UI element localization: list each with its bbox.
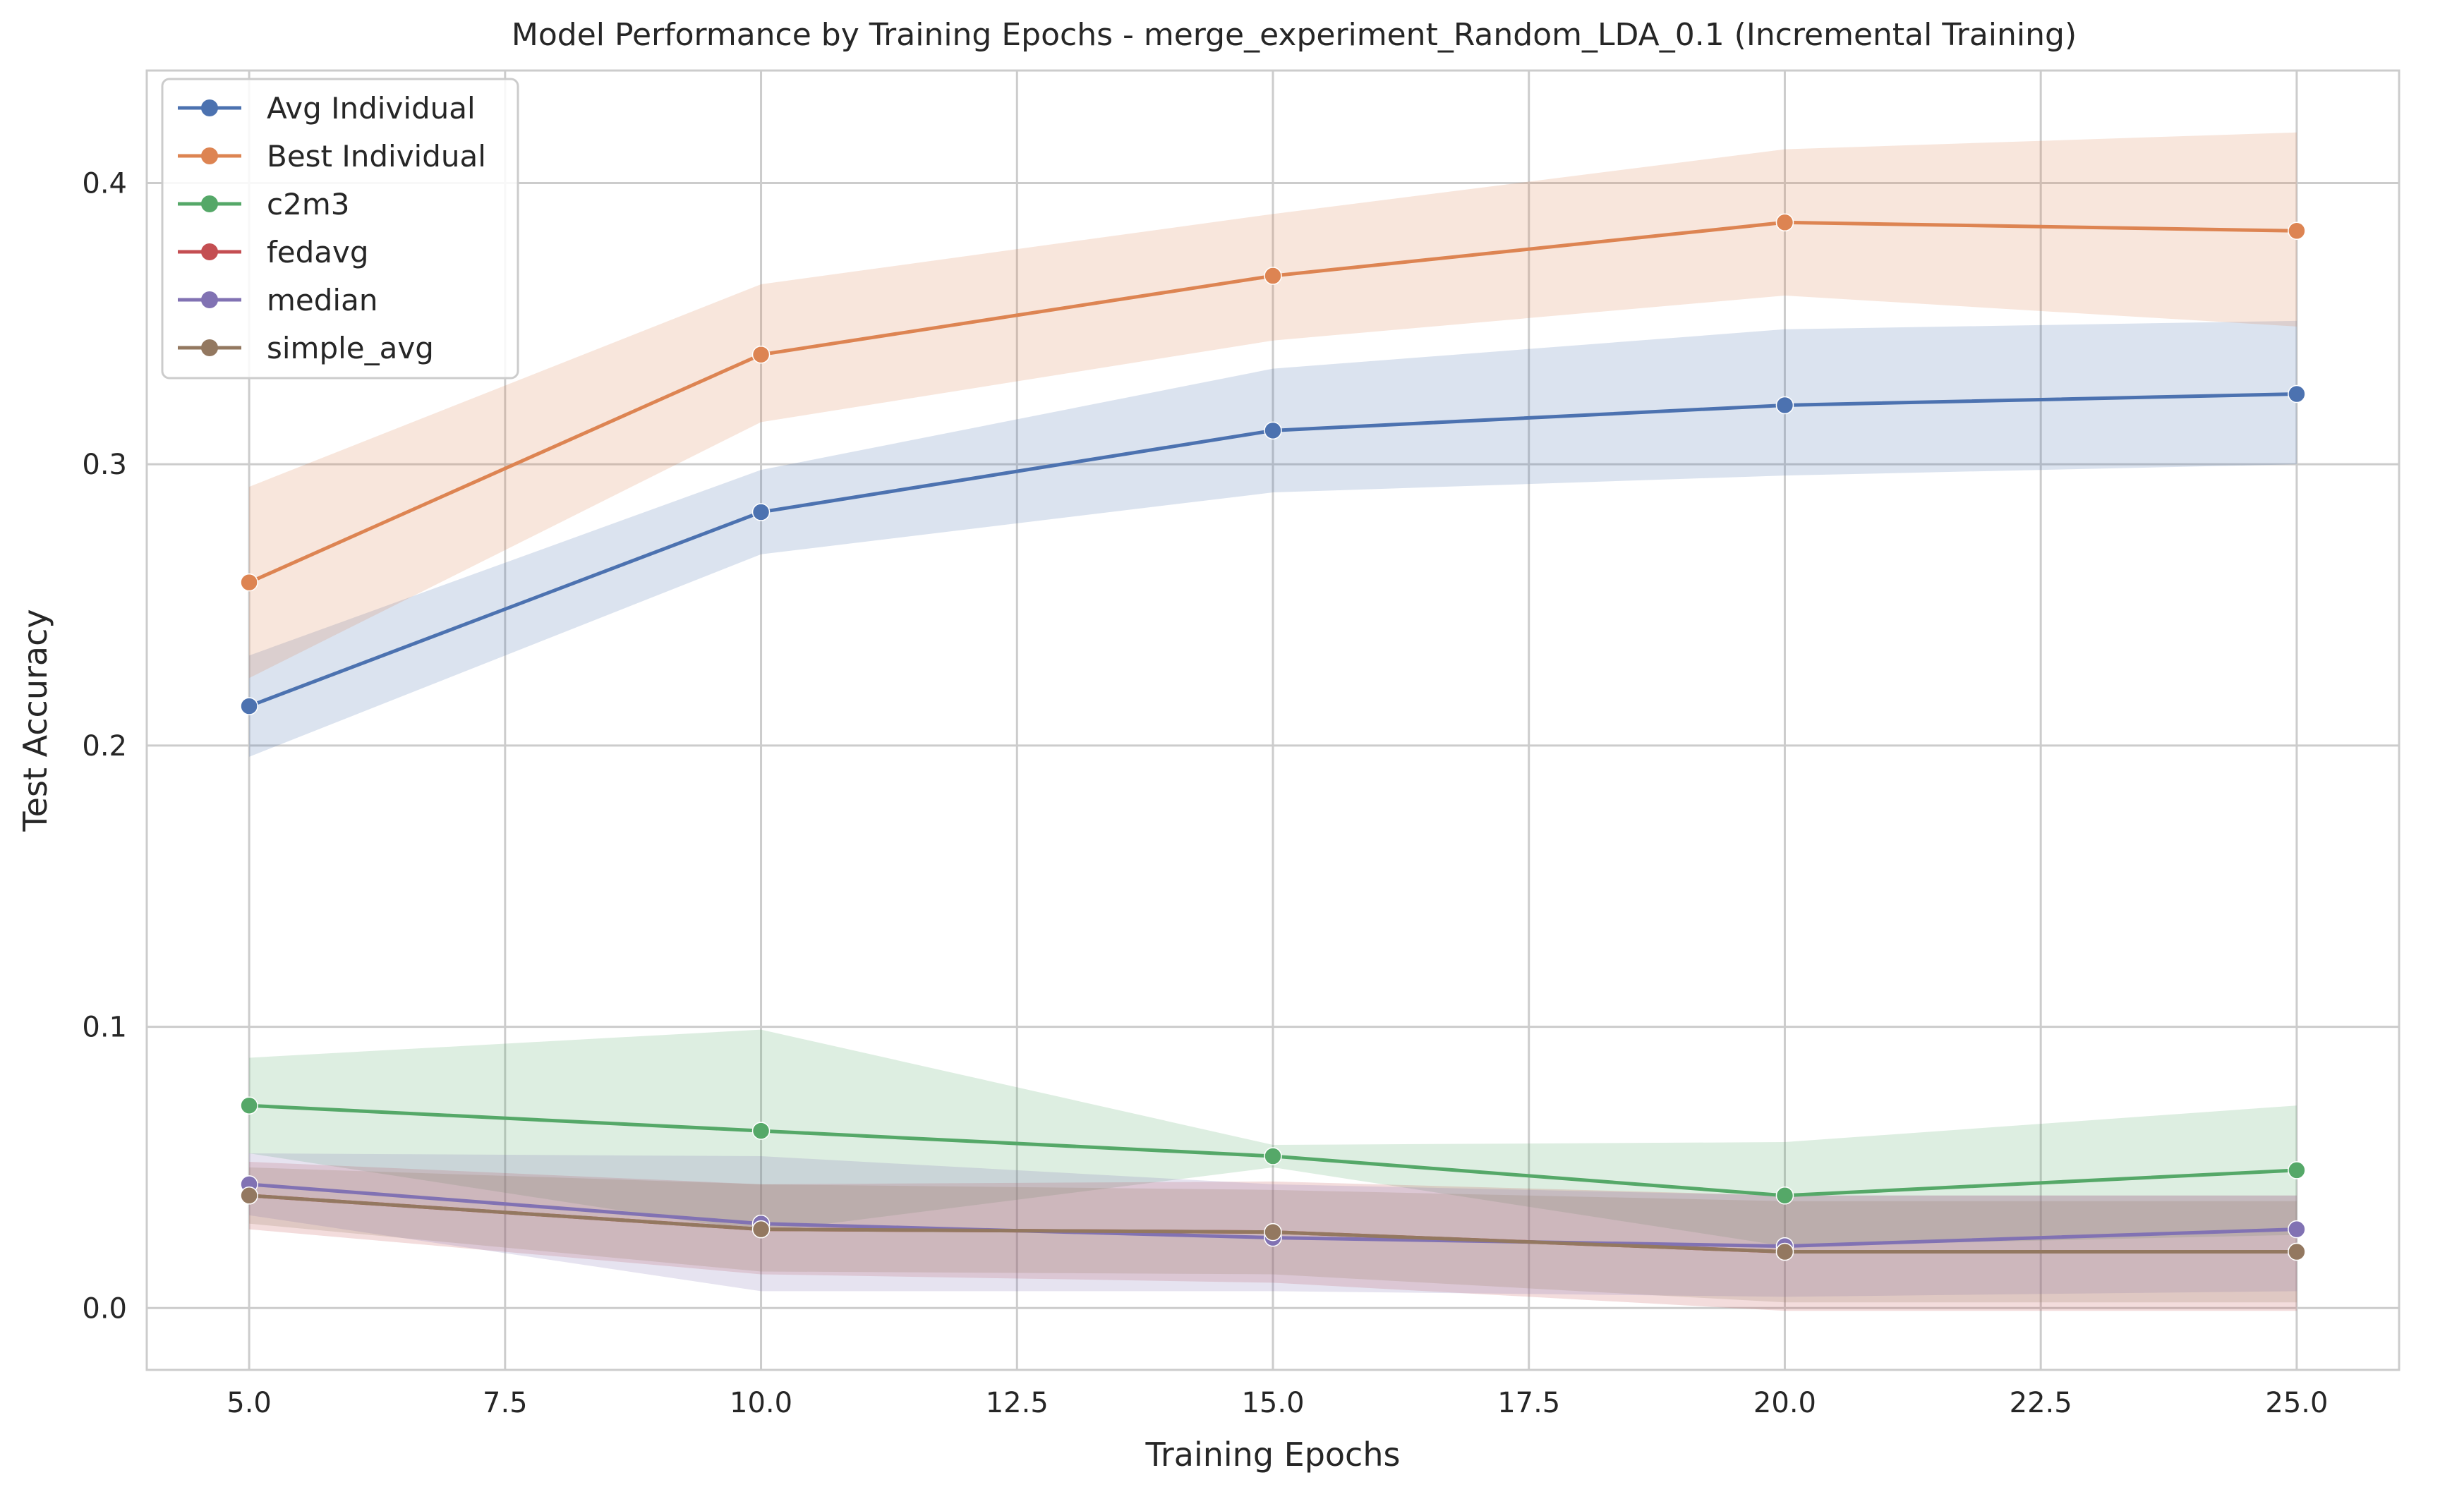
x-tick-label-8: 25.0 <box>2265 1387 2328 1419</box>
series-5-point-1 <box>751 1220 771 1239</box>
legend-swatch-marker-0 <box>201 99 218 116</box>
x-tick-label-4: 15.0 <box>1241 1387 1304 1419</box>
y-tick-label-4: 0.4 <box>82 167 127 200</box>
legend-swatch-marker-3 <box>201 243 218 260</box>
x-tick-label-6: 20.0 <box>1753 1387 1816 1419</box>
legend: Avg Individual Best Individual c2m3 fedavg m… <box>161 78 519 380</box>
x-axis-label: Training Epochs <box>1145 1436 1401 1474</box>
y-tick-label-0: 0.0 <box>82 1292 127 1325</box>
legend-swatch-marker-5 <box>201 339 218 356</box>
series-1-point-1 <box>751 345 771 364</box>
y-tick-label-1: 0.1 <box>82 1012 127 1044</box>
series-1-point-4 <box>2288 221 2306 241</box>
series-1 <box>240 213 2306 592</box>
legend-swatch-marker-1 <box>201 147 218 164</box>
legend-swatch-marker-2 <box>201 195 218 212</box>
legend-label-5: simple_avg <box>267 331 434 365</box>
series-5 <box>240 1187 2306 1261</box>
series-5-point-2 <box>1264 1222 1282 1242</box>
y-tick-label-2: 0.2 <box>82 730 127 763</box>
x-tick-label-1: 7.5 <box>483 1387 528 1419</box>
grid <box>147 71 2399 1370</box>
series-0-point-0 <box>240 697 258 715</box>
series-5-point-0 <box>240 1187 258 1205</box>
series-0-point-2 <box>1264 421 1282 440</box>
series-0-point-4 <box>2288 384 2306 403</box>
series-lines <box>240 213 2306 1261</box>
series-1-point-3 <box>1775 213 1794 232</box>
series-0-point-1 <box>751 503 771 521</box>
series-0 <box>240 384 2306 715</box>
legend-label-1: Best Individual <box>267 139 486 174</box>
x-tick-label-0: 5.0 <box>227 1387 272 1419</box>
legend-label-2: c2m3 <box>267 187 349 221</box>
legend-label-0: Avg Individual <box>267 91 476 126</box>
chart-title: Model Performance by Training Epochs - m… <box>512 17 2077 53</box>
series-2 <box>240 1096 2306 1205</box>
legend-label-4: median <box>267 283 378 317</box>
y-tick-label-3: 0.3 <box>82 449 127 481</box>
series-2-point-4 <box>2288 1161 2306 1179</box>
series-5-point-3 <box>1775 1242 1794 1261</box>
legend-entry-3: fedavg <box>178 235 369 269</box>
legend-entry-2: c2m3 <box>178 187 349 221</box>
legend-entry-5: simple_avg <box>178 331 434 365</box>
series-2-point-2 <box>1264 1147 1282 1165</box>
series-1-point-2 <box>1264 267 1282 285</box>
legend-box <box>161 78 519 380</box>
band-0 <box>249 320 2297 757</box>
tick-labels: 5.0 7.5 10.0 12.5 15.0 17.5 20.0 22.5 25.0 0.0 0.1… <box>82 167 2328 1419</box>
x-tick-label-3: 12.5 <box>986 1387 1049 1419</box>
series-2-point-1 <box>751 1122 771 1140</box>
series-2-point-3 <box>1775 1187 1794 1205</box>
legend-label-3: fedavg <box>267 235 369 269</box>
y-axis-label: Test Accuracy <box>16 609 54 832</box>
x-tick-label-7: 22.5 <box>2010 1387 2072 1419</box>
legend-entry-4: median <box>178 283 378 317</box>
x-tick-label-2: 10.0 <box>730 1387 792 1419</box>
band-1 <box>249 132 2297 679</box>
legend-entry-1: Best Individual <box>178 139 486 174</box>
series-5-point-4 <box>2288 1242 2306 1261</box>
x-tick-label-5: 17.5 <box>1497 1387 1560 1419</box>
legend-entry-0: Avg Individual <box>178 91 476 126</box>
legend-swatch-marker-4 <box>201 291 218 308</box>
series-4-point-4 <box>2288 1220 2306 1239</box>
series-2-point-0 <box>240 1096 258 1115</box>
series-0-point-3 <box>1775 396 1794 415</box>
series-1-point-0 <box>240 573 258 592</box>
